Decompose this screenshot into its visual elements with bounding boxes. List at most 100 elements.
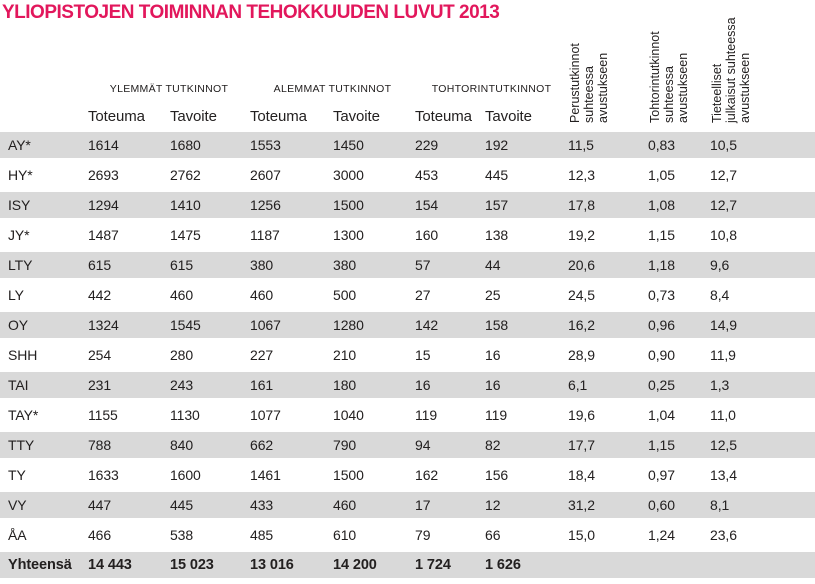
row-label: ÅA: [8, 527, 27, 543]
table-cell: 14 200: [333, 552, 416, 578]
table-cell: 15: [415, 347, 431, 363]
table-cell: 142: [415, 312, 486, 338]
total-row: Yhteensä 14 443 15 023 13 016 14 200 1 724 1 6…: [0, 552, 815, 578]
table-row: TAI 231 243 161 180 16 16 6,1 0,25 1,3: [0, 372, 815, 398]
table-row: ÅA 466 538 485 610 79 66 15,0 1,24 23,6: [0, 522, 815, 548]
row-label: ISY: [0, 192, 88, 218]
table-cell: 16: [485, 347, 501, 363]
table-row: LTY 615 615 380 380 57 44 20,6 1,18 9,6: [0, 252, 815, 278]
sub-header-row: Toteuma Tavoite Toteuma Tavoite Toteuma …: [0, 102, 815, 128]
group-header-ylemmat-tutkinnot: YLEMMÄT TUTKINNOT: [109, 82, 229, 95]
rotated-header-text: Tieteelliset julkaisut suhteessa avustuk…: [710, 17, 753, 123]
table-cell: 1500: [333, 467, 364, 483]
column-header-toteuma: Toteuma: [88, 108, 145, 125]
table-cell: 27: [415, 287, 431, 303]
table-cell: 442: [88, 287, 112, 303]
table-cell: 19,2: [568, 227, 595, 243]
table-cell: 466: [88, 527, 112, 543]
row-label: TY: [8, 467, 26, 483]
table-cell: 14,9: [710, 312, 815, 338]
table-cell: 25: [485, 287, 501, 303]
table-cell: 192: [485, 132, 569, 158]
table-row: HY* 2693 2762 2607 3000 453 445 12,3 1,05 12,7: [0, 162, 815, 188]
table-cell: 8,4: [710, 287, 730, 303]
table-cell: 23,6: [710, 527, 737, 543]
table-cell: 615: [88, 252, 170, 278]
table-cell: 12: [485, 492, 569, 518]
group-header-row: YLEMMÄT TUTKINNOT ALEMMAT TUTKINNOT TOHT…: [0, 17, 815, 123]
table-cell: 13 016: [250, 552, 334, 578]
table-cell: 380: [250, 252, 334, 278]
table-cell: 11,0: [710, 407, 736, 423]
table-cell: 231: [88, 372, 170, 398]
table-cell: 1,08: [648, 192, 711, 218]
table-cell: 1,18: [648, 252, 711, 278]
table-cell: 157: [485, 192, 569, 218]
table-cell: 0,73: [648, 287, 675, 303]
table-cell: 11,5: [568, 132, 649, 158]
table-row: OY 1324 1545 1067 1280 142 158 16,2 0,96 14,9: [0, 312, 815, 338]
row-label: SHH: [8, 347, 38, 363]
table-cell: 1600: [170, 467, 201, 483]
column-header-tavoite: Tavoite: [170, 108, 217, 125]
table-cell: 16,2: [568, 312, 649, 338]
table-cell: 1155: [88, 407, 118, 423]
column-header-toteuma: Toteuma: [415, 108, 472, 125]
table-cell: 119: [415, 407, 438, 423]
table-cell: 1,15: [648, 432, 711, 458]
table-cell: 2607: [250, 167, 281, 183]
table-cell: 0,83: [648, 132, 711, 158]
table-cell: 6,1: [568, 372, 649, 398]
table-cell: 154: [415, 192, 486, 218]
table-cell: 0,90: [648, 347, 675, 363]
table-cell: 280: [170, 347, 194, 363]
table-row: AY* 1614 1680 1553 1450 229 192 11,5 0,83 10,5: [0, 132, 815, 158]
table-cell: 610: [333, 527, 357, 543]
table-cell: 160: [415, 227, 439, 243]
table-cell: 12,3: [568, 167, 595, 183]
table-cell: 1324: [88, 312, 170, 338]
table-cell: 1,04: [648, 407, 675, 423]
table-cell: 9,6: [710, 252, 815, 278]
table-row: TTY 788 840 662 790 94 82 17,7 1,15 12,5: [0, 432, 815, 458]
table-cell: 66: [485, 527, 501, 543]
table-cell: 1067: [250, 312, 334, 338]
table-cell: 0,60: [648, 492, 711, 518]
table-cell: 12,5: [710, 432, 815, 458]
table-cell: 433: [250, 492, 334, 518]
table-cell: 460: [250, 287, 274, 303]
table-cell: 0,25: [648, 372, 711, 398]
table-cell: 1130: [170, 407, 200, 423]
row-label: TAI: [0, 372, 88, 398]
table-cell: 15,0: [568, 527, 595, 543]
table-cell: 1 724: [415, 552, 486, 578]
table-cell: 1410: [170, 192, 251, 218]
table-cell: 11,9: [710, 347, 736, 363]
table-cell: 788: [88, 432, 170, 458]
table-cell: 1553: [250, 132, 334, 158]
table-cell: 15 023: [170, 552, 251, 578]
table-cell: 210: [333, 347, 357, 363]
table-cell: 380: [333, 252, 416, 278]
table-cell: 17,7: [568, 432, 649, 458]
table-cell: 662: [250, 432, 334, 458]
table-cell: 453: [415, 167, 439, 183]
table-cell: 82: [485, 432, 569, 458]
table-cell: 57: [415, 252, 486, 278]
table-cell: [648, 552, 711, 578]
table-cell: 1475: [170, 227, 201, 243]
table-cell: 14 443: [88, 552, 170, 578]
table-cell: 180: [333, 372, 416, 398]
efficiency-table: YLEMMÄT TUTKINNOT ALEMMAT TUTKINNOT TOHT…: [0, 17, 815, 582]
table-cell: 790: [333, 432, 416, 458]
table-row: SHH 254 280 227 210 15 16 28,9 0,90 11,9: [0, 342, 815, 368]
table-cell: 1,24: [648, 527, 675, 543]
column-header-tohtorintutkinnot-suhteessa-avustukseen: Tohtorintutkinnot suhteessa avustukseen: [648, 29, 710, 128]
column-header-tavoite: Tavoite: [333, 108, 380, 125]
row-label: Yhteensä: [0, 552, 88, 578]
table-cell: 447: [88, 492, 170, 518]
table-cell: 16: [485, 372, 569, 398]
table-cell: 79: [415, 527, 431, 543]
table-cell: 1,15: [648, 227, 675, 243]
table-cell: 8,1: [710, 492, 815, 518]
